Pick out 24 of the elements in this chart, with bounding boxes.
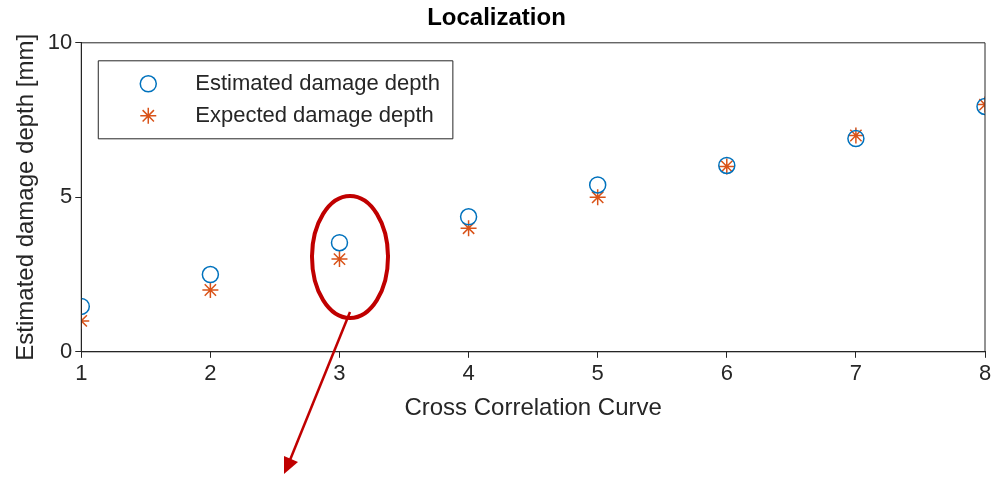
- y-tick-label: 0: [60, 337, 73, 363]
- point: [588, 188, 607, 207]
- legend-label: Estimated damage depth: [195, 69, 440, 95]
- x-tick-label: 6: [720, 360, 733, 386]
- chart-title: Localization: [427, 3, 566, 31]
- y-axis-title: Estimated damage depth [mm]: [11, 33, 39, 361]
- point: [588, 176, 607, 194]
- x-tick-label: 1: [75, 360, 88, 386]
- point: [459, 208, 478, 226]
- point: [330, 233, 349, 252]
- x-tick-label: 5: [591, 360, 604, 386]
- x-tick-label: 8: [978, 360, 992, 386]
- legend-label: Expected damage depth: [195, 101, 434, 127]
- x-tick-label: 7: [849, 360, 863, 386]
- point: [201, 265, 220, 284]
- x-tick-label: 4: [462, 360, 475, 386]
- y-tick-label: 10: [47, 28, 73, 54]
- x-tick-label: 2: [204, 360, 217, 386]
- point: [201, 281, 220, 299]
- y-tick-label: 5: [60, 183, 73, 209]
- x-axis-title: Cross Correlation Curve: [404, 393, 662, 421]
- x-tick-label: 3: [333, 360, 346, 386]
- point: [330, 250, 349, 268]
- point: [459, 219, 478, 237]
